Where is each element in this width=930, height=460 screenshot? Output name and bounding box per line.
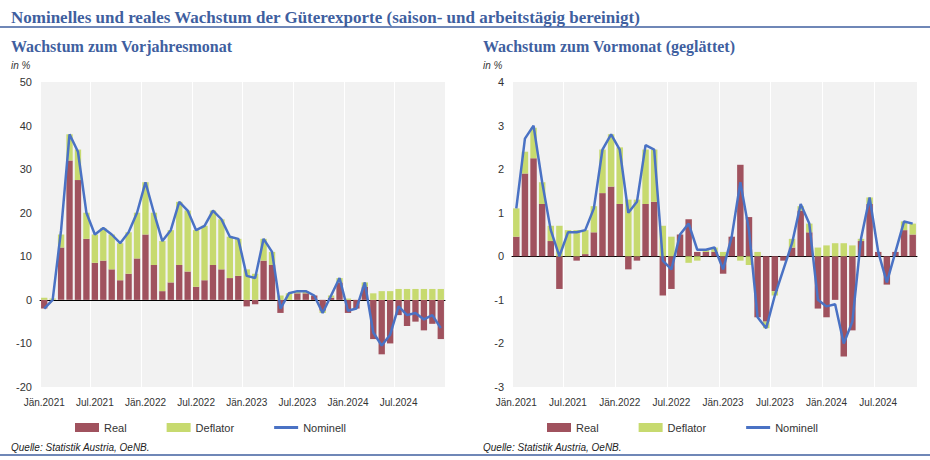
svg-text:-20: -20 (16, 381, 32, 393)
svg-text:4: 4 (498, 76, 504, 88)
svg-text:-3: -3 (494, 381, 504, 393)
svg-text:Jän.2022: Jän.2022 (125, 397, 167, 408)
svg-text:Jän.2021: Jän.2021 (496, 397, 538, 408)
svg-text:Jän.2024: Jän.2024 (327, 397, 369, 408)
svg-text:Jän.2023: Jän.2023 (226, 397, 268, 408)
svg-text:Real: Real (104, 422, 127, 434)
svg-text:Jän.2022: Jän.2022 (599, 397, 641, 408)
svg-text:20: 20 (20, 207, 32, 219)
svg-text:Jul.2022: Jul.2022 (653, 397, 691, 408)
svg-text:Wachstum zum Vormonat (geglätt: Wachstum zum Vormonat (geglättet) (483, 38, 735, 56)
svg-text:30: 30 (20, 163, 32, 175)
svg-text:0: 0 (498, 250, 504, 262)
svg-text:-1: -1 (494, 294, 504, 306)
svg-text:Nominell: Nominell (775, 422, 818, 434)
svg-text:Jul.2023: Jul.2023 (756, 397, 794, 408)
svg-text:in %: in % (483, 60, 503, 71)
svg-text:Nominelles und reales Wachstum: Nominelles und reales Wachstum der Güter… (11, 8, 640, 27)
svg-text:Wachstum zum Vorjahresmonat: Wachstum zum Vorjahresmonat (11, 38, 233, 56)
svg-text:Quelle: Statistik Austria, OeN: Quelle: Statistik Austria, OeNB. (11, 442, 150, 453)
svg-text:-2: -2 (494, 337, 504, 349)
svg-text:10: 10 (20, 250, 32, 262)
svg-text:-10: -10 (16, 337, 32, 349)
svg-text:Nominell: Nominell (303, 422, 346, 434)
svg-text:Jän.2021: Jän.2021 (24, 397, 66, 408)
svg-text:in %: in % (11, 60, 31, 71)
svg-text:1: 1 (498, 207, 504, 219)
svg-text:Jän.2023: Jän.2023 (703, 397, 745, 408)
svg-text:Jän.2024: Jän.2024 (806, 397, 848, 408)
svg-text:Deflator: Deflator (668, 422, 707, 434)
svg-text:Jul.2023: Jul.2023 (278, 397, 316, 408)
svg-text:Deflator: Deflator (196, 422, 235, 434)
svg-text:40: 40 (20, 120, 32, 132)
svg-text:50: 50 (20, 76, 32, 88)
svg-text:2: 2 (498, 163, 504, 175)
svg-text:Jul.2024: Jul.2024 (380, 397, 418, 408)
svg-text:Jul.2021: Jul.2021 (76, 397, 114, 408)
svg-text:Jul.2024: Jul.2024 (859, 397, 897, 408)
svg-text:Jul.2022: Jul.2022 (177, 397, 215, 408)
svg-text:Real: Real (576, 422, 599, 434)
svg-text:0: 0 (26, 294, 32, 306)
svg-text:Jul.2021: Jul.2021 (549, 397, 587, 408)
svg-text:Quelle: Statistik Austria, OeN: Quelle: Statistik Austria, OeNB. (483, 442, 622, 453)
svg-text:3: 3 (498, 120, 504, 132)
